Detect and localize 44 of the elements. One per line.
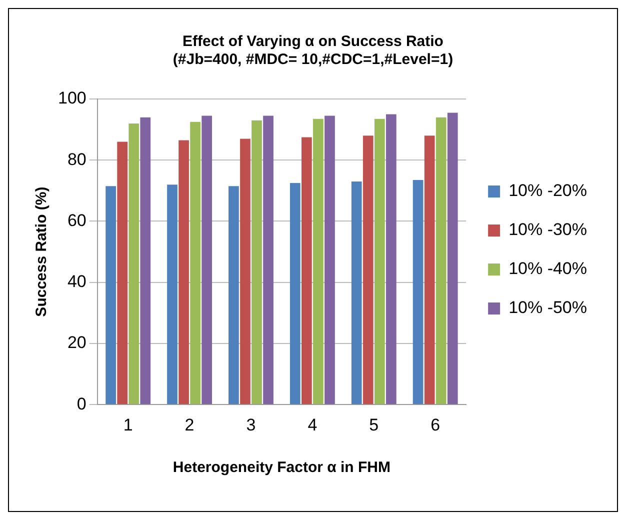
x-tick-label: 6	[430, 415, 440, 434]
bar	[252, 120, 262, 404]
bar	[190, 122, 200, 404]
legend-label: 10% -30%	[508, 220, 588, 240]
x-tick-label: 2	[184, 415, 194, 434]
legend-label: 10% -20%	[508, 181, 588, 200]
x-tick-label: 1	[123, 415, 133, 434]
bar	[351, 182, 362, 404]
bar	[167, 184, 178, 404]
bar	[324, 116, 335, 404]
x-tick-label: 5	[369, 415, 379, 434]
y-tick-label: 100	[58, 88, 86, 108]
text: (#Jb=400, #MDC= 10,#CDC=1,#Level=1)	[172, 51, 454, 68]
bar	[128, 123, 140, 404]
bar	[412, 180, 424, 404]
bar	[386, 114, 396, 404]
legend-label: 10% -50%	[508, 298, 588, 318]
bar	[362, 136, 374, 404]
bar	[374, 118, 385, 404]
bar	[436, 117, 446, 404]
bar	[263, 116, 274, 404]
bar	[240, 138, 250, 404]
y-tick-label: 80	[67, 150, 86, 169]
bar	[228, 186, 239, 404]
y-tick-label: 0	[76, 394, 86, 414]
x-tick-label: 4	[308, 415, 318, 434]
x-tick-label: 3	[246, 415, 256, 434]
bar	[424, 136, 435, 404]
bar	[313, 118, 324, 404]
text: Effect of Varying α on Success Ratio	[182, 33, 444, 50]
bar	[202, 116, 212, 404]
y-tick-label: 40	[67, 272, 86, 292]
bar	[301, 137, 312, 404]
y-axis-title: Success Ratio (%)	[33, 186, 50, 317]
bar	[290, 183, 300, 404]
legend-label: 10% -40%	[508, 259, 588, 278]
x-axis-title: Heterogeneity Factor α in FHM	[172, 459, 391, 476]
bar	[447, 112, 458, 404]
y-tick-label: 20	[67, 333, 86, 352]
bar	[140, 117, 151, 404]
bar	[106, 186, 116, 404]
y-tick-label: 60	[67, 210, 86, 230]
bar	[178, 140, 189, 404]
bar	[117, 142, 128, 404]
